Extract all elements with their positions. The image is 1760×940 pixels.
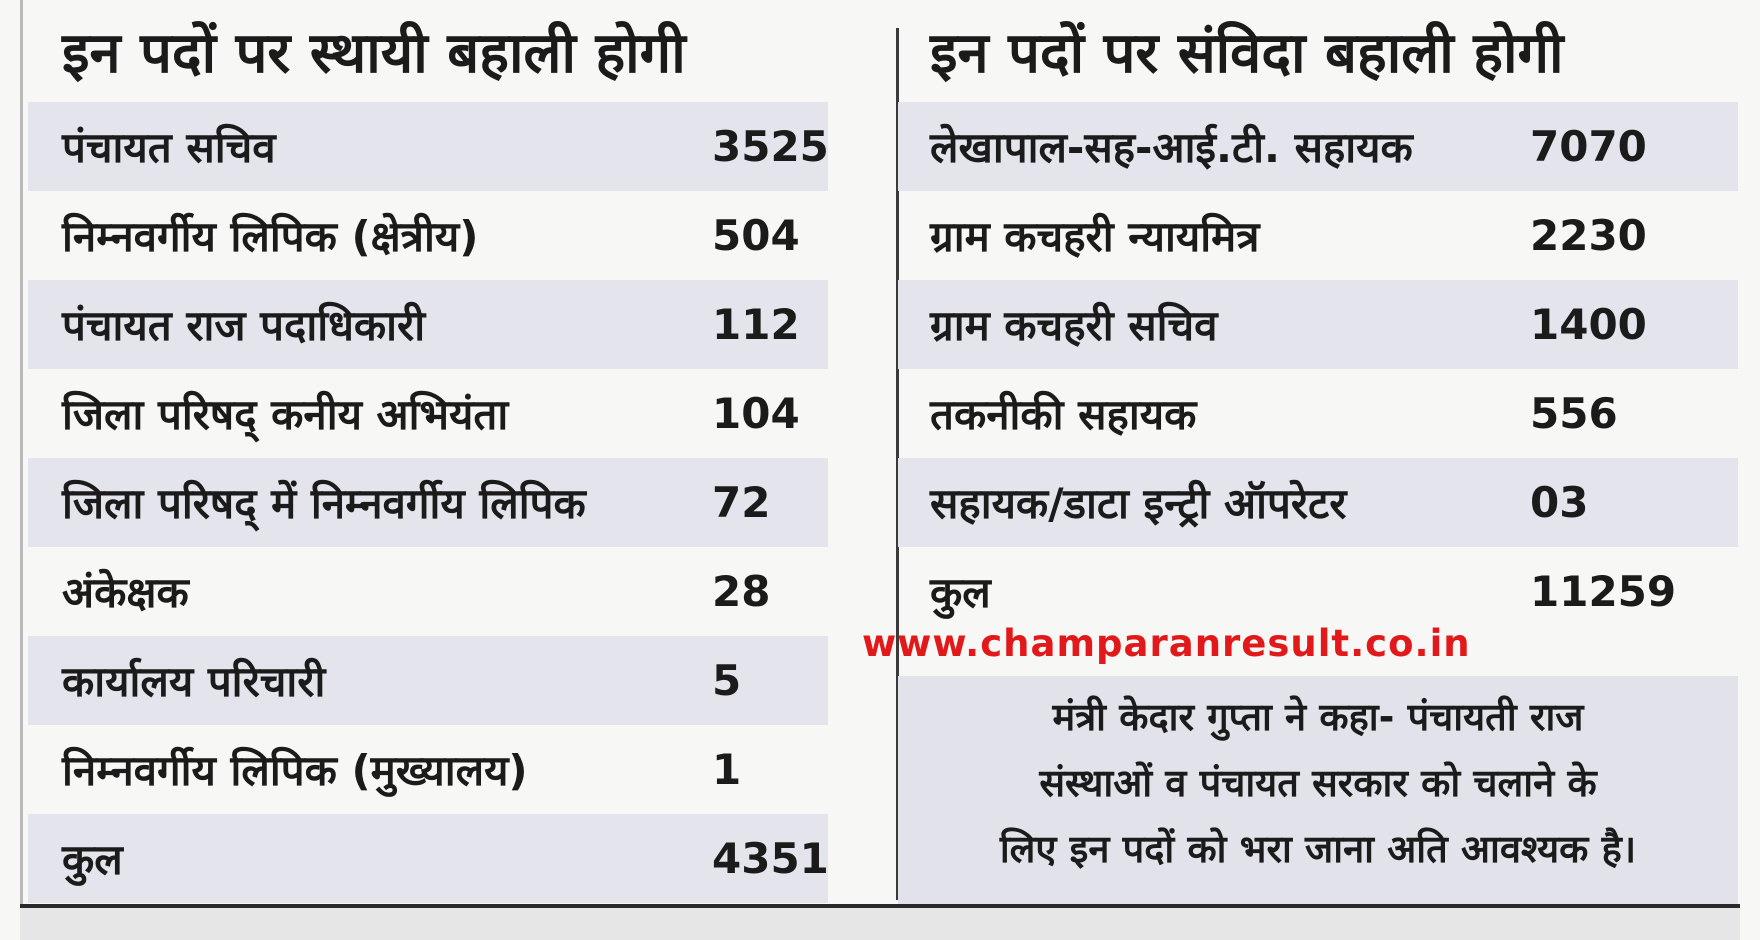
total-row: कुल 4351 (28, 814, 829, 903)
table-row: निम्नवर्गीय लिपिक (मुख्यालय) 1 (28, 725, 828, 814)
post-label: लेखापाल-सह-आई.टी. सहायक (930, 123, 1413, 172)
quote-box (898, 676, 1738, 904)
table-row: जिला परिषद् में निम्नवर्गीय लिपिक 72 (28, 458, 828, 547)
table-row: पंचायत राज पदाधिकारी 112 (28, 280, 828, 369)
post-label: ग्राम कचहरी न्यायमित्र (930, 212, 1260, 261)
column-divider (896, 28, 899, 900)
post-label: जिला परिषद् में निम्नवर्गीय लिपिक (62, 479, 586, 528)
minister-quote: मंत्री केदार गुप्ता ने कहा- पंचायती राज … (928, 684, 1708, 882)
table-row: पंचायत सचिव 3525 (28, 102, 829, 191)
total-label: कुल (62, 835, 123, 884)
quote-line: मंत्री केदार गुप्ता ने कहा- पंचायती राज (1052, 695, 1584, 739)
post-label: कार्यालय परिचारी (62, 657, 326, 706)
post-label: जिला परिषद् कनीय अभियंता (62, 390, 509, 439)
total-label: कुल (930, 568, 991, 617)
post-count: 7070 (1530, 122, 1647, 171)
post-count: 556 (1530, 389, 1618, 438)
table-row: निम्नवर्गीय लिपिक (क्षेत्रीय) 504 (28, 191, 828, 280)
post-label: निम्नवर्गीय लिपिक (मुख्यालय) (62, 746, 528, 795)
total-row: कुल 11259 (898, 547, 1738, 636)
post-count: 112 (712, 300, 800, 349)
post-count: 504 (712, 211, 800, 260)
quote-line: संस्थाओं व पंचायत सरकार को चलाने के (1039, 761, 1597, 805)
post-count: 72 (712, 478, 771, 527)
contract-posts-panel: इन पदों पर संविदा बहाली होगी लेखापाल-सह-… (898, 0, 1738, 636)
table-row: ग्राम कचहरी सचिव 1400 (898, 280, 1738, 369)
bottom-strip (20, 908, 1740, 940)
post-label: सहायक/डाटा इन्ट्री ऑपरेटर (930, 479, 1347, 528)
post-count: 28 (712, 567, 771, 616)
table-row: ग्राम कचहरी न्यायमित्र 2230 (898, 191, 1738, 280)
post-count: 3525 (712, 122, 829, 171)
post-count: 2230 (1530, 211, 1647, 260)
permanent-posts-panel: इन पदों पर स्थायी बहाली होगी पंचायत सचिव… (28, 0, 829, 903)
post-count: 104 (712, 389, 800, 438)
post-count: 1400 (1530, 300, 1647, 349)
post-label: ग्राम कचहरी सचिव (930, 301, 1218, 350)
website-watermark: www.champaranresult.co.in (862, 622, 1471, 665)
contract-posts-heading: इन पदों पर संविदा बहाली होगी (930, 21, 1564, 86)
total-count: 11259 (1530, 567, 1677, 616)
table-row: अंकेक्षक 28 (28, 547, 828, 636)
post-label: पंचायत राज पदाधिकारी (62, 301, 426, 350)
table-row: जिला परिषद् कनीय अभियंता 104 (28, 369, 828, 458)
post-count: 5 (712, 656, 742, 705)
table-row: कार्यालय परिचारी 5 (28, 636, 828, 725)
post-label: पंचायत सचिव (62, 123, 276, 172)
post-count: 03 (1530, 478, 1589, 527)
post-count: 1 (712, 745, 742, 794)
table-row: तकनीकी सहायक 556 (898, 369, 1738, 458)
table-row: सहायक/डाटा इन्ट्री ऑपरेटर 03 (898, 458, 1738, 547)
table-row: लेखापाल-सह-आई.टी. सहायक 7070 (898, 102, 1738, 191)
post-label: निम्नवर्गीय लिपिक (क्षेत्रीय) (62, 212, 479, 261)
post-label: तकनीकी सहायक (930, 390, 1197, 439)
bottom-rule (20, 904, 1740, 908)
quote-line: लिए इन पदों को भरा जाना अति आवश्यक है। (999, 827, 1637, 871)
permanent-posts-heading: इन पदों पर स्थायी बहाली होगी (62, 21, 686, 86)
post-label: अंकेक्षक (62, 568, 189, 617)
total-count: 4351 (712, 834, 829, 883)
frame-left-border (20, 0, 23, 910)
